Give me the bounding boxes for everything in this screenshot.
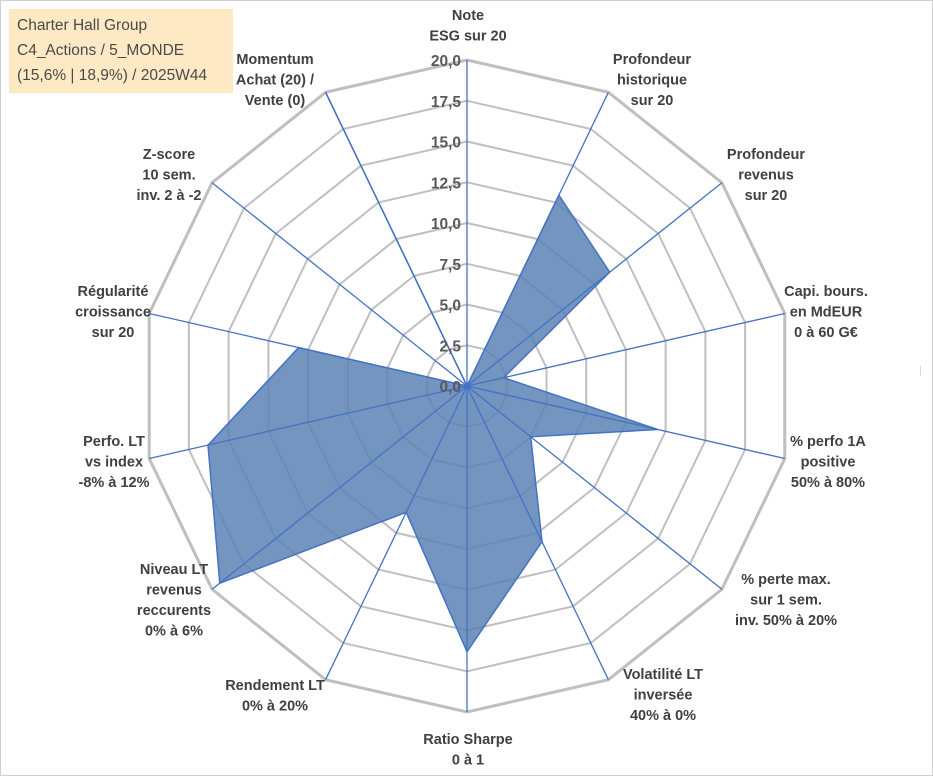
axis-label-8-line-0: Rendement LT <box>225 678 325 694</box>
chart-subtitle-line-2: (15,6% | 18,9%) / 2025W44 <box>17 67 208 84</box>
chart-subtitle-line-1: C4_Actions / 5_MONDE <box>17 42 185 59</box>
axis-label-11-line-0: Régularité <box>78 284 149 300</box>
tick-label-6: 15,0 <box>431 135 461 152</box>
axis-label-10-line-0: Perfo. LT <box>83 434 145 450</box>
axis-label-5-line-0: % perte max. <box>741 572 830 588</box>
tick-label-1: 2,5 <box>439 338 461 355</box>
axis-label-2: Profondeur revenus sur 20 <box>727 147 805 204</box>
axis-label-13-line-0: Momentum <box>236 52 313 68</box>
axis-label-12-line-0: Z-score <box>143 147 195 163</box>
axis-label-12: Z-score 10 sem. inv. 2 à -2 <box>136 147 201 204</box>
tick-label-3: 7,5 <box>439 257 461 274</box>
chart-title-box: Charter Hall Group C4_Actions / 5_MONDE … <box>9 9 233 93</box>
spoke-13 <box>325 92 468 387</box>
axis-label-3: Capi. bours. en MdEUR 0 à 60 G€ <box>784 284 868 341</box>
axis-label-4-line-0: % perfo 1A <box>790 434 866 450</box>
axis-label-5-line-1: sur 1 sem. <box>750 593 822 609</box>
axis-label-1: Profondeur historique sur 20 <box>613 52 691 109</box>
axis-label-10-line-2: -8% à 12% <box>79 475 150 491</box>
axis-label-2-line-1: revenus <box>738 168 794 184</box>
tick-label-7: 17,5 <box>431 94 462 111</box>
axis-label-10-line-1: vs index <box>85 455 143 471</box>
axis-label-0-line-1: ESG sur 20 <box>429 29 506 45</box>
axis-label-13-line-1: Achat (20) / <box>236 73 314 89</box>
spoke-4 <box>466 385 785 460</box>
spoke-11 <box>149 312 468 387</box>
axis-label-9-line-2: reccurents <box>137 603 211 619</box>
axis-label-4-line-2: 50% à 80% <box>791 475 865 491</box>
axis-label-6: Volatilité LT inversée 40% à 0% <box>623 667 703 724</box>
axis-label-9-line-3: 0% à 6% <box>145 624 203 640</box>
axis-label-5-line-2: inv. 50% à 20% <box>735 613 837 629</box>
axis-label-11: Régularité croissance sur 20 <box>75 284 151 341</box>
spoke-5 <box>466 385 723 590</box>
spoke-10 <box>149 385 468 460</box>
radar-spokes <box>149 60 785 712</box>
axis-label-13-line-2: Vente (0) <box>245 93 306 109</box>
axis-label-4-line-1: positive <box>801 455 856 471</box>
spoke-2 <box>466 182 723 387</box>
radar-tick-labels: 0,0 2,5 5,0 7,5 10,0 12,5 15,0 17,5 20,0 <box>431 53 462 396</box>
tick-label-4: 10,0 <box>431 216 461 233</box>
axis-label-11-line-2: sur 20 <box>92 325 135 341</box>
axis-label-2-line-2: sur 20 <box>745 188 788 204</box>
axis-label-5: % perte max. sur 1 sem. inv. 50% à 20% <box>735 572 837 629</box>
axis-label-9-line-0: Niveau LT <box>140 562 208 578</box>
axis-label-9-line-1: revenus <box>146 583 202 599</box>
axis-label-4: % perfo 1A positive 50% à 80% <box>790 434 866 491</box>
spoke-12 <box>211 182 468 387</box>
axis-label-1-line-0: Profondeur <box>613 52 691 68</box>
axis-label-2-line-0: Profondeur <box>727 147 805 163</box>
axis-label-12-line-2: inv. 2 à -2 <box>136 188 201 204</box>
axis-label-7-line-0: Ratio Sharpe <box>423 732 512 748</box>
axis-label-7-line-1: 0 à 1 <box>452 753 484 769</box>
axis-label-1-line-1: historique <box>617 73 687 89</box>
axis-label-12-line-1: 10 sem. <box>142 168 195 184</box>
chart-title: Charter Hall Group <box>17 17 148 34</box>
axis-label-1-line-2: sur 20 <box>631 93 674 109</box>
axis-label-3-line-1: en MdEUR <box>790 305 863 321</box>
axis-label-6-line-1: inversée <box>634 688 693 704</box>
axis-label-9: Niveau LT revenus reccurents 0% à 6% <box>137 562 211 640</box>
tick-label-2: 5,0 <box>439 298 461 315</box>
axis-label-3-line-0: Capi. bours. <box>784 284 868 300</box>
axis-label-6-line-2: 40% à 0% <box>630 708 696 724</box>
spoke-8 <box>325 385 468 680</box>
axis-label-7: Ratio Sharpe 0 à 1 <box>423 732 512 769</box>
axis-label-8-line-1: 0% à 20% <box>242 699 308 715</box>
radar-axis-labels: Note ESG sur 20 Profondeur historique sur 20… <box>75 8 868 769</box>
axis-label-13: Momentum Achat (20) / Vente (0) <box>236 52 314 109</box>
axis-label-3-line-2: 0 à 60 G€ <box>794 325 858 341</box>
axis-label-0: Note ESG sur 20 <box>429 8 506 45</box>
axis-label-8: Rendement LT 0% à 20% <box>225 678 325 715</box>
tick-label-0: 0,0 <box>439 379 461 396</box>
axis-label-6-line-0: Volatilité LT <box>623 667 703 683</box>
spoke-3 <box>466 312 785 387</box>
axis-label-10: Perfo. LT vs index -8% à 12% <box>79 434 150 491</box>
tick-label-8: 20,0 <box>431 53 461 70</box>
axis-label-11-line-1: croissance <box>75 305 151 321</box>
resize-handle <box>920 366 929 376</box>
spoke-9 <box>211 385 468 590</box>
spoke-1 <box>466 92 609 387</box>
tick-label-5: 12,5 <box>431 175 462 192</box>
axis-label-0-line-0: Note <box>452 8 484 24</box>
spoke-6 <box>466 385 609 680</box>
